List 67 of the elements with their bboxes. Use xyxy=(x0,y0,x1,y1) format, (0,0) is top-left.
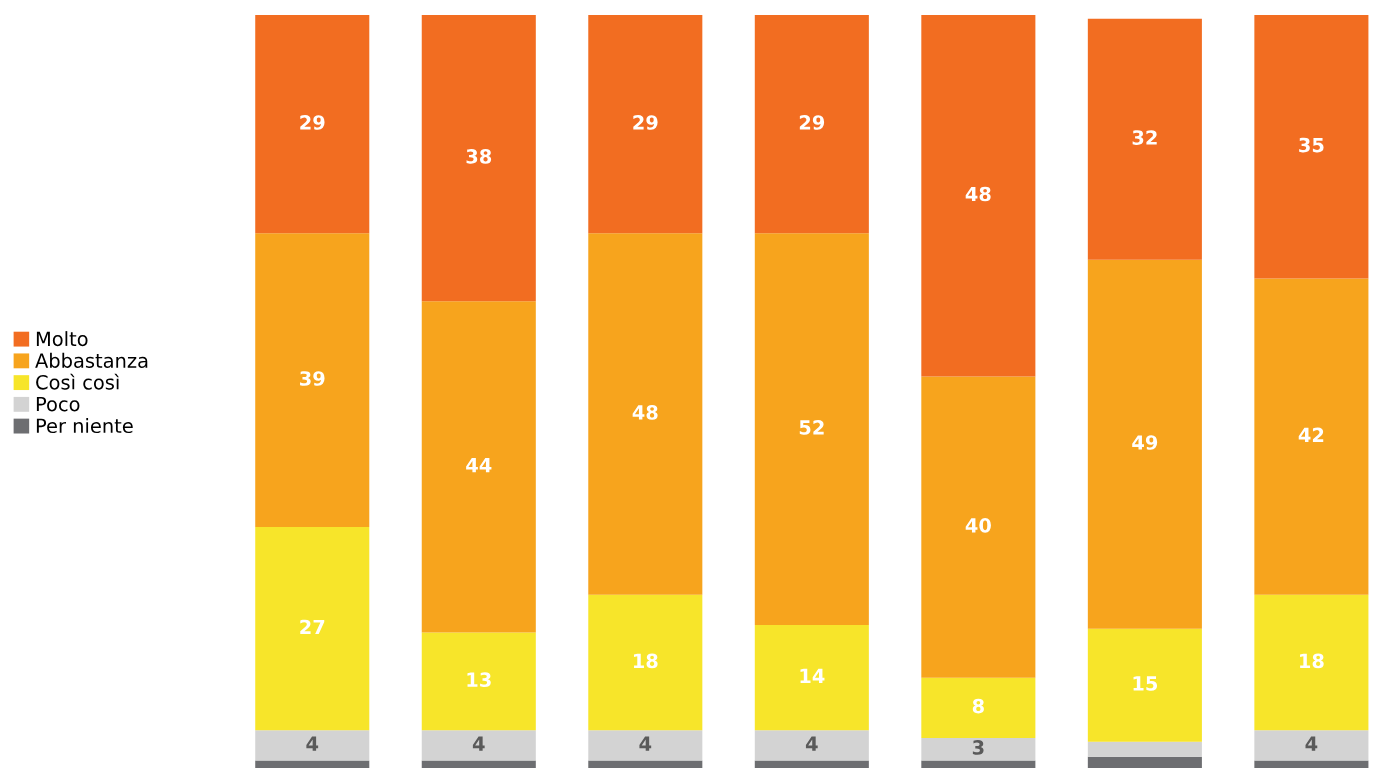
bar xyxy=(921,737,1036,761)
data-label: 27 xyxy=(300,619,325,635)
legend-label: Molto xyxy=(36,331,88,347)
bar xyxy=(255,730,370,761)
data-label: 13 xyxy=(467,672,491,688)
data-label: 29 xyxy=(633,115,658,130)
data-label: 8 xyxy=(972,698,984,714)
bar xyxy=(421,730,536,761)
bar xyxy=(1254,760,1369,768)
bar xyxy=(1087,18,1202,260)
bar xyxy=(921,15,1036,377)
data-label: 15 xyxy=(1133,676,1158,691)
bar xyxy=(588,15,703,234)
data-label: 48 xyxy=(632,405,658,420)
data-label: 18 xyxy=(1300,653,1324,669)
bar xyxy=(1254,730,1369,761)
bar xyxy=(754,760,869,768)
data-label: 4 xyxy=(306,736,319,751)
data-label: 35 xyxy=(1299,137,1324,153)
data-label: 29 xyxy=(300,115,325,130)
data-label: 4 xyxy=(639,736,652,751)
data-label: 4 xyxy=(1305,736,1318,751)
data-label: 14 xyxy=(800,668,825,684)
bar xyxy=(921,760,1036,768)
data-label: 32 xyxy=(1132,130,1157,145)
data-label: 39 xyxy=(300,371,325,386)
data-label: 18 xyxy=(633,653,658,669)
bar xyxy=(588,594,703,731)
legend-label: Così così xyxy=(36,373,119,390)
bar xyxy=(255,760,370,768)
data-label: 4 xyxy=(805,736,818,751)
data-label: 44 xyxy=(466,457,492,473)
bar xyxy=(421,632,536,731)
bar xyxy=(588,730,703,761)
bar xyxy=(754,624,869,731)
bar xyxy=(754,15,869,234)
bar xyxy=(754,233,869,625)
bar xyxy=(588,233,703,595)
legend-label: Per niente xyxy=(36,418,133,434)
bar xyxy=(754,730,869,761)
data-label: 3 xyxy=(972,740,984,755)
data-label: 40 xyxy=(965,517,991,533)
bar xyxy=(921,677,1036,738)
data-label: 38 xyxy=(466,149,492,164)
data-label: 48 xyxy=(965,186,991,202)
bar xyxy=(255,527,370,731)
bar xyxy=(421,760,536,768)
data-label: 4 xyxy=(472,736,485,751)
bar xyxy=(421,301,536,633)
bar xyxy=(255,15,370,234)
data-label: 29 xyxy=(799,115,825,130)
data-label: 42 xyxy=(1298,427,1324,443)
bar xyxy=(1087,756,1202,768)
bar xyxy=(1254,15,1369,279)
bar xyxy=(1087,741,1202,757)
legend-label: Abbastanza xyxy=(35,352,148,368)
legend-label: Poco xyxy=(36,396,80,412)
bar xyxy=(1254,594,1369,731)
bar xyxy=(1087,259,1202,629)
bar xyxy=(1254,278,1369,595)
bar xyxy=(255,233,370,528)
bar xyxy=(421,15,536,302)
data-label: 52 xyxy=(799,420,824,435)
bar xyxy=(1087,628,1202,742)
bar xyxy=(921,376,1036,678)
data-label: 49 xyxy=(1132,435,1158,450)
bar xyxy=(588,760,703,768)
